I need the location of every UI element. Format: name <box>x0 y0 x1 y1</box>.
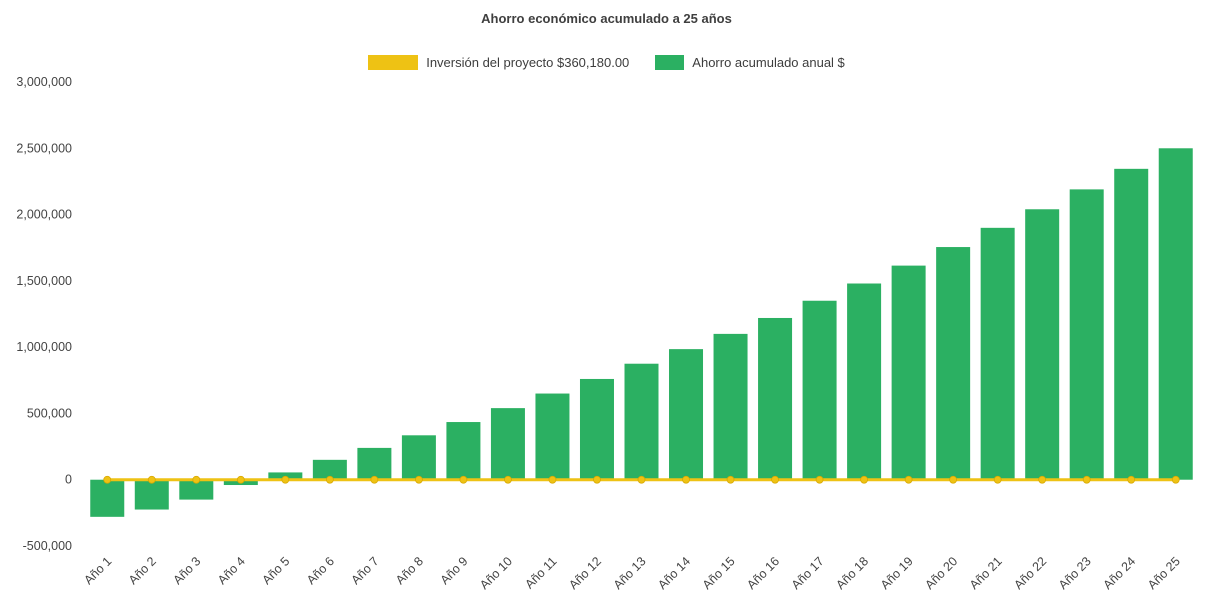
investment-line-marker <box>103 475 112 484</box>
y-tick-label: 2,500,000 <box>16 141 72 155</box>
savings-bar <box>891 265 926 480</box>
chart-legend: Inversión del proyecto $360,180.00 Ahorr… <box>0 55 1213 70</box>
savings-bar <box>802 300 837 480</box>
x-tick-label: Año 10 <box>477 554 515 592</box>
x-tick-label: Año 16 <box>744 554 782 592</box>
x-tick-label: Año 22 <box>1011 554 1049 592</box>
x-tick-label: Año 8 <box>393 554 426 587</box>
savings-bar <box>1025 209 1060 480</box>
investment-line-marker <box>726 475 735 484</box>
savings-bar <box>90 479 125 517</box>
investment-line-marker <box>1082 475 1091 484</box>
x-tick-label: Año 18 <box>833 554 871 592</box>
savings-bar <box>179 479 214 500</box>
legend-item-investment: Inversión del proyecto $360,180.00 <box>368 55 629 70</box>
y-tick-label: 500,000 <box>27 406 72 420</box>
x-tick-label: Año 6 <box>304 554 337 587</box>
x-tick-label: Año 3 <box>170 554 203 587</box>
investment-line-marker <box>771 475 779 484</box>
investment-line-marker <box>147 475 156 484</box>
investment-line-marker <box>682 475 690 484</box>
x-tick-label: Año 24 <box>1100 554 1138 592</box>
investment-line-marker <box>192 475 201 484</box>
x-tick-label: Año 13 <box>611 554 649 592</box>
y-tick-label: 2,000,000 <box>16 208 72 222</box>
investment-line-marker <box>325 475 334 484</box>
y-tick-label: 1,000,000 <box>16 340 72 354</box>
x-tick-label: Año 7 <box>348 554 381 587</box>
legend-label-savings: Ahorro acumulado anual $ <box>692 55 845 70</box>
savings-bar <box>1158 148 1193 480</box>
savings-bar <box>758 317 793 480</box>
investment-line-marker <box>860 475 868 484</box>
investment-line-marker <box>281 475 290 484</box>
savings-bar <box>579 378 614 480</box>
investment-line-marker <box>236 475 245 484</box>
y-tick-label: 0 <box>65 473 72 487</box>
savings-bar <box>1069 189 1104 480</box>
investment-line-marker <box>993 475 1002 484</box>
y-tick-label: 3,000,000 <box>16 75 72 89</box>
savings-color-swatch <box>655 55 685 70</box>
savings-bar <box>624 363 659 480</box>
investment-line-marker <box>548 475 557 484</box>
x-tick-label: Año 25 <box>1145 554 1183 592</box>
investment-line-marker <box>370 475 379 484</box>
savings-bar <box>312 459 347 480</box>
investment-line-marker <box>504 475 512 484</box>
investment-line-marker <box>637 475 646 484</box>
savings-bar <box>1114 168 1149 480</box>
savings-bar <box>980 227 1015 480</box>
investment-line-marker <box>1127 475 1136 484</box>
x-tick-label: Año 21 <box>967 554 1005 592</box>
savings-bar <box>446 422 481 480</box>
savings-bar <box>847 283 882 480</box>
x-tick-label: Año 23 <box>1056 554 1094 592</box>
savings-bar <box>535 393 570 480</box>
savings-bar <box>669 349 704 480</box>
legend-item-savings: Ahorro acumulado anual $ <box>655 55 845 70</box>
investment-line-marker <box>904 475 913 484</box>
investment-line-marker <box>949 475 958 484</box>
x-tick-label: Año 2 <box>126 554 159 587</box>
investment-line-marker <box>459 475 468 484</box>
x-tick-label: Año 1 <box>81 554 114 587</box>
legend-label-investment: Inversión del proyecto $360,180.00 <box>426 55 630 70</box>
savings-bar <box>401 435 436 480</box>
investment-line-marker <box>1038 475 1047 484</box>
investment-line-marker <box>815 475 824 484</box>
savings-bar <box>357 447 392 480</box>
investment-line-marker <box>593 475 601 484</box>
x-tick-label: Año 20 <box>922 554 960 592</box>
chart-title: Ahorro económico acumulado a 25 años <box>481 11 732 26</box>
x-tick-label: Año 17 <box>789 554 827 592</box>
investment-line-marker <box>414 475 423 484</box>
y-tick-label: 1,500,000 <box>16 274 72 288</box>
savings-bar <box>490 408 525 480</box>
investment-line-marker <box>1171 475 1180 484</box>
savings-bar <box>936 247 971 480</box>
x-tick-label: Año 12 <box>566 554 604 592</box>
x-tick-label: Año 11 <box>522 554 559 591</box>
investment-color-swatch <box>368 55 419 70</box>
savings-bar <box>134 479 169 510</box>
x-tick-label: Año 5 <box>259 554 292 587</box>
x-tick-label: Año 19 <box>878 554 916 592</box>
x-tick-label: Año 4 <box>215 554 248 587</box>
x-tick-label: Año 15 <box>700 554 738 592</box>
x-tick-label: Año 14 <box>655 554 693 592</box>
y-tick-label: -500,000 <box>23 539 72 553</box>
savings-bar <box>713 333 748 480</box>
x-tick-label: Año 9 <box>438 554 471 587</box>
